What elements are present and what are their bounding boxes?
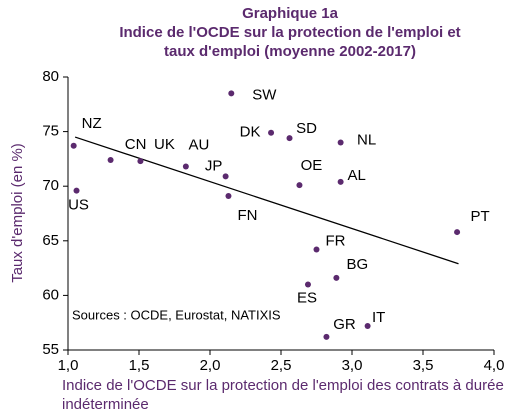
point: [333, 274, 340, 281]
x-tick-label: 3,0: [342, 357, 363, 374]
point-label: FR: [326, 233, 346, 250]
point: [73, 187, 80, 194]
point-label: SW: [252, 86, 277, 103]
point: [70, 142, 77, 149]
x-tick-label: 1,0: [58, 357, 79, 374]
point-label: SD: [296, 120, 317, 137]
x-tick-label: 2,5: [271, 357, 292, 374]
point-label: NZ: [82, 115, 102, 132]
point-label: ES: [297, 289, 317, 306]
point: [286, 135, 293, 142]
point: [337, 178, 344, 185]
x-tick-label: 2,0: [200, 357, 221, 374]
y-tick-label: 55: [42, 341, 59, 358]
point-label: PT: [470, 208, 489, 225]
point: [268, 129, 275, 136]
y-tick-label: 80: [42, 68, 59, 85]
point: [454, 229, 461, 236]
point-label: DK: [240, 124, 261, 141]
y-tick-label: 75: [42, 123, 59, 140]
point-label: IT: [372, 309, 385, 326]
point-label: UK: [154, 136, 175, 153]
point: [313, 246, 320, 253]
x-axis-label: Indice de l'OCDE sur la protection de l'…: [62, 377, 504, 410]
point: [137, 158, 144, 165]
point: [182, 163, 189, 170]
point: [364, 322, 371, 329]
point: [228, 90, 235, 97]
point-label: NL: [357, 131, 376, 148]
point-label: GR: [333, 316, 356, 333]
y-tick-label: 60: [42, 286, 59, 303]
point-label: BG: [347, 256, 369, 273]
y-tick-label: 65: [42, 232, 59, 249]
annotation: Sources : OCDE, Eurostat, NATIXIS: [72, 307, 281, 322]
x-tick-label: 4,0: [484, 357, 505, 374]
point: [304, 281, 311, 288]
point: [337, 139, 344, 146]
point-label: OE: [301, 157, 323, 174]
point: [107, 156, 114, 163]
point: [296, 182, 303, 189]
point-label: JP: [205, 157, 223, 174]
x-tick-label: 3,5: [413, 357, 434, 374]
x-tick-label: 1,5: [129, 357, 150, 374]
point: [225, 193, 232, 200]
trend-line: [74, 136, 459, 265]
chart-title: Graphique 1a: [242, 5, 339, 22]
point-label: US: [68, 197, 89, 214]
y-tick-label: 70: [42, 177, 59, 194]
point: [323, 333, 330, 340]
point-label: FN: [237, 207, 257, 224]
point-label: AL: [347, 167, 365, 184]
y-axis-label: Taux d'emploi (en %): [9, 143, 26, 283]
point-label: CN: [125, 136, 147, 153]
point-label: AU: [188, 137, 209, 154]
chart-subtitle: Indice de l'OCDE sur la protection de l'…: [119, 24, 460, 60]
point: [222, 173, 229, 180]
